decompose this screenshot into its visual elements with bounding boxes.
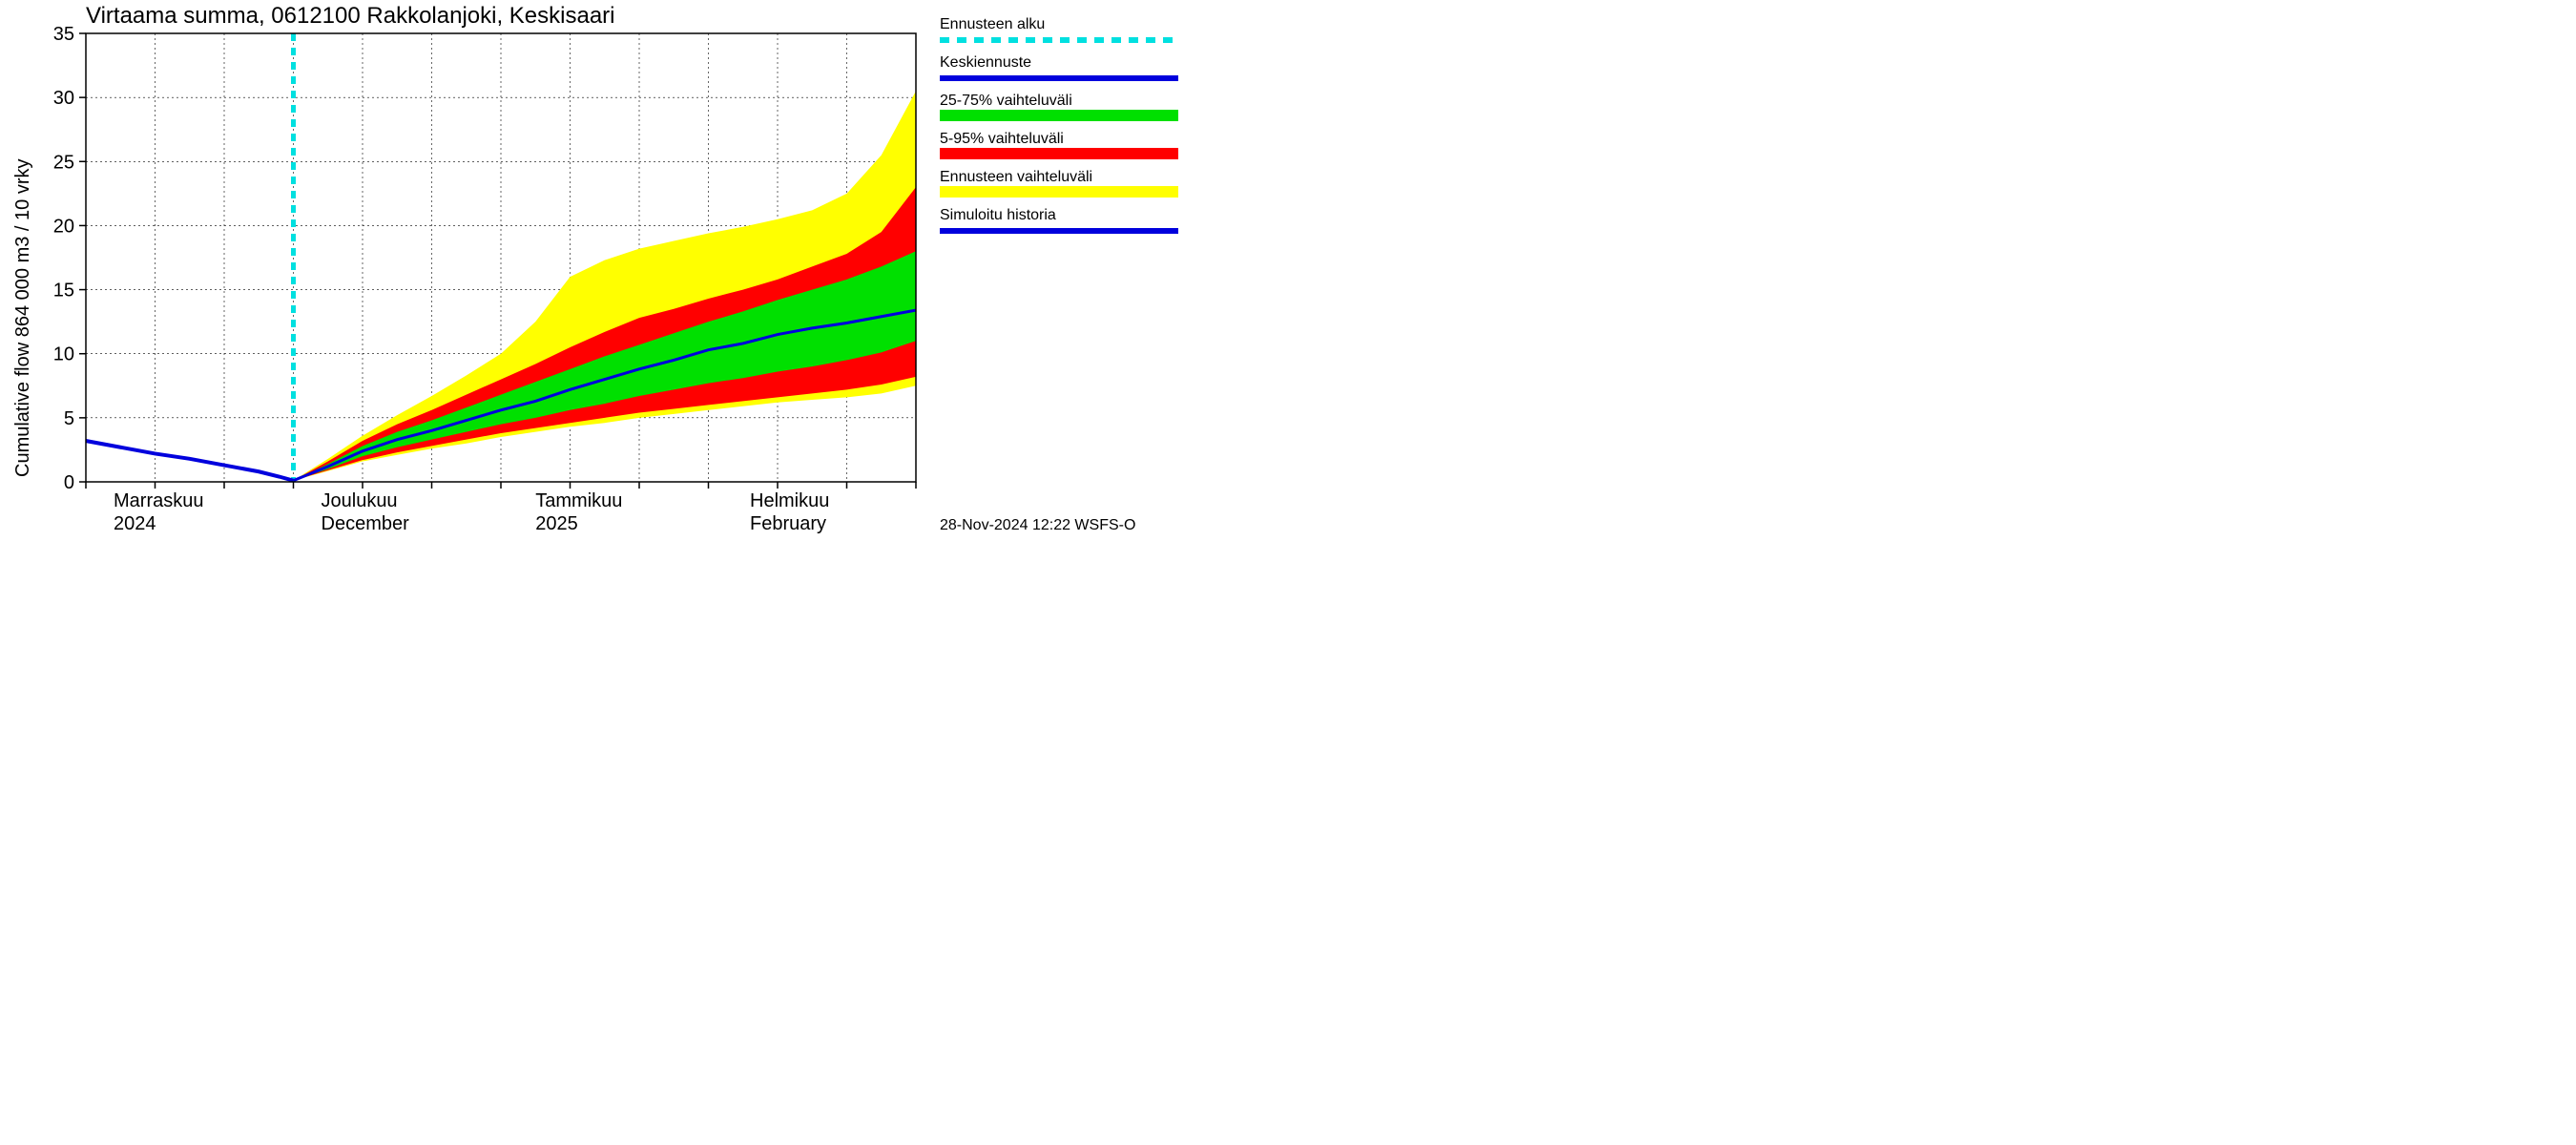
y-tick-label: 10 bbox=[53, 344, 74, 365]
legend-label: 25-75% vaihteluväli bbox=[940, 93, 1072, 109]
x-tick-label-bottom: 2024 bbox=[114, 513, 156, 534]
y-tick-label: 35 bbox=[53, 24, 74, 45]
chart-footer: 28-Nov-2024 12:22 WSFS-O bbox=[940, 517, 1135, 533]
x-tick-label-top: Tammikuu bbox=[535, 490, 622, 511]
legend-label: Simuloitu historia bbox=[940, 207, 1056, 223]
x-tick-label-bottom: February bbox=[750, 513, 826, 534]
chart-container: 05101520253035Marraskuu2024JoulukuuDecem… bbox=[0, 0, 1288, 572]
x-tick-label-top: Joulukuu bbox=[322, 490, 398, 511]
y-tick-label: 15 bbox=[53, 281, 74, 302]
flow-forecast-chart: 05101520253035Marraskuu2024JoulukuuDecem… bbox=[0, 0, 1288, 572]
y-tick-label: 30 bbox=[53, 88, 74, 109]
legend-label: Ennusteen vaihteluväli bbox=[940, 169, 1092, 185]
x-tick-label-top: Helmikuu bbox=[750, 490, 829, 511]
x-tick-label-bottom: December bbox=[322, 513, 410, 534]
legend-swatch bbox=[940, 186, 1178, 198]
y-tick-label: 0 bbox=[64, 472, 74, 493]
legend-label: 5-95% vaihteluväli bbox=[940, 131, 1064, 147]
y-tick-label: 25 bbox=[53, 152, 74, 173]
chart-title: Virtaama summa, 0612100 Rakkolanjoki, Ke… bbox=[86, 3, 615, 29]
legend-label: Ennusteen alku bbox=[940, 16, 1045, 32]
y-tick-label: 5 bbox=[64, 408, 74, 429]
legend-swatch bbox=[940, 110, 1178, 121]
x-tick-label-bottom: 2025 bbox=[535, 513, 578, 534]
y-tick-label: 20 bbox=[53, 216, 74, 237]
y-axis-label: Cumulative flow 864 000 m3 / 10 vrky bbox=[12, 159, 33, 478]
x-tick-label-top: Marraskuu bbox=[114, 490, 203, 511]
legend-swatch bbox=[940, 148, 1178, 159]
legend-label: Keskiennuste bbox=[940, 54, 1031, 71]
